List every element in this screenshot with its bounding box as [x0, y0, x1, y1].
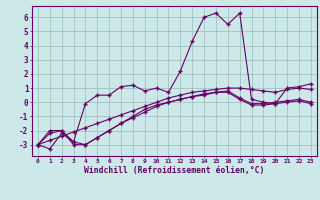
X-axis label: Windchill (Refroidissement éolien,°C): Windchill (Refroidissement éolien,°C)	[84, 166, 265, 175]
